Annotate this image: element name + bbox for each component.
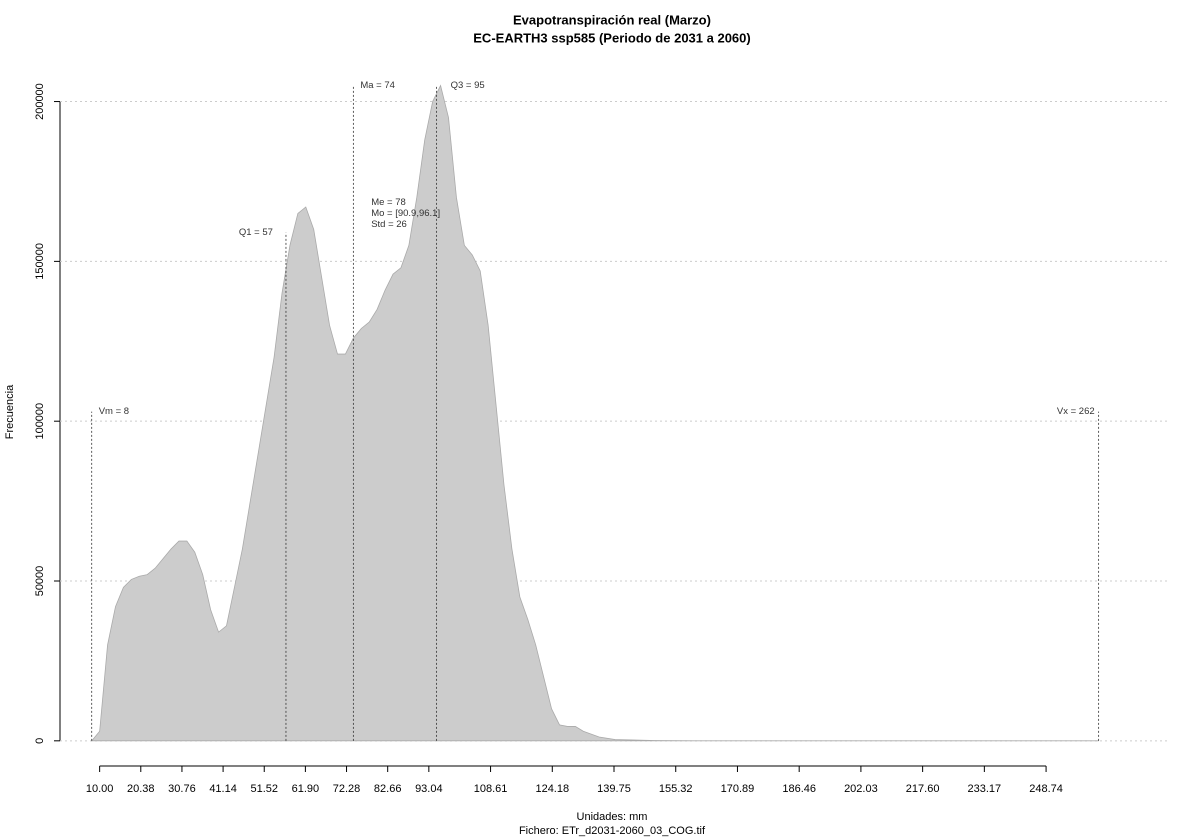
caption: Fichero: ETr_d2031-2060_03_COG.tif bbox=[519, 825, 706, 837]
x-tick-label: 51.52 bbox=[250, 783, 278, 795]
x-tick-label: 93.04 bbox=[415, 783, 443, 795]
chart-subtitle: EC-EARTH3 ssp585 (Periodo de 2031 a 2060… bbox=[473, 30, 750, 45]
stat-label: Me = 78 bbox=[371, 197, 406, 208]
annotation-label: Q3 = 95 bbox=[451, 80, 485, 91]
y-tick-label: 200000 bbox=[34, 83, 46, 120]
y-tick-label: 150000 bbox=[34, 243, 46, 280]
x-tick-label: 82.66 bbox=[374, 783, 402, 795]
annotation-label: Q1 = 57 bbox=[239, 227, 273, 238]
y-tick-label: 100000 bbox=[34, 403, 46, 440]
x-tick-label: 10.00 bbox=[86, 783, 114, 795]
x-tick-label: 72.28 bbox=[333, 783, 361, 795]
density-area bbox=[90, 84, 1099, 742]
x-tick-label: 186.46 bbox=[782, 783, 816, 795]
x-tick-label: 139.75 bbox=[597, 783, 631, 795]
x-axis-label: Unidades: mm bbox=[577, 811, 648, 823]
y-tick-label: 50000 bbox=[34, 566, 46, 597]
annotation-label: Vx = 262 bbox=[1057, 406, 1095, 417]
annotation-label: Vm = 8 bbox=[99, 406, 129, 417]
y-tick-label: 0 bbox=[34, 738, 46, 744]
stat-label: Mo = [90.9,96.1] bbox=[371, 208, 440, 219]
x-tick-label: 30.76 bbox=[168, 783, 196, 795]
chart-title: Evapotranspiración real (Marzo) bbox=[513, 12, 711, 27]
stat-label: Std = 26 bbox=[371, 219, 407, 230]
x-tick-label: 170.89 bbox=[721, 783, 755, 795]
x-tick-label: 61.90 bbox=[292, 783, 320, 795]
y-axis-label: Frecuencia bbox=[4, 384, 16, 439]
x-tick-label: 248.74 bbox=[1029, 783, 1063, 795]
x-tick-label: 41.14 bbox=[209, 783, 237, 795]
x-tick-label: 202.03 bbox=[844, 783, 878, 795]
x-tick-label: 155.32 bbox=[659, 783, 693, 795]
x-tick-label: 124.18 bbox=[535, 783, 569, 795]
annotation-label: Ma = 74 bbox=[360, 80, 395, 91]
x-tick-label: 20.38 bbox=[127, 783, 155, 795]
x-tick-label: 108.61 bbox=[474, 783, 508, 795]
x-tick-label: 233.17 bbox=[968, 783, 1002, 795]
x-tick-label: 217.60 bbox=[906, 783, 940, 795]
